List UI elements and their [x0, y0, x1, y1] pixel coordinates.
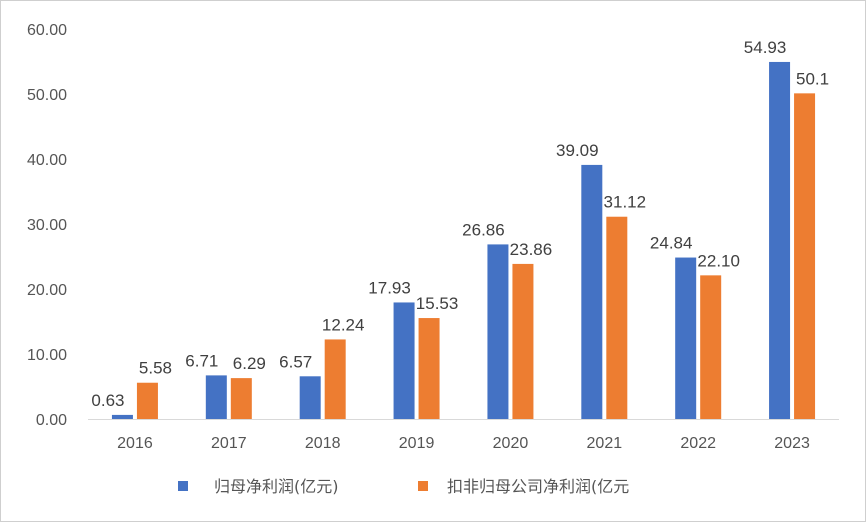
legend-swatch-series-2	[418, 481, 428, 491]
legend: 归母净利润(亿元) 扣非归母公司净利润(亿元	[178, 477, 629, 496]
y-tick-label: 10.00	[27, 347, 67, 364]
y-tick-label: 50.00	[27, 87, 67, 104]
x-tick-label: 2023	[774, 435, 810, 452]
bar-series-1-2019	[393, 302, 415, 419]
data-label-series-1-2021: 39.09	[556, 141, 599, 160]
data-label-series-2-2020: 23.86	[510, 240, 553, 259]
bar-series-2-2016	[136, 382, 158, 419]
bar-series-2-2019	[418, 318, 440, 419]
data-label-series-1-2022: 24.84	[650, 234, 693, 253]
legend-label-series-1: 归母净利润(亿元)	[214, 477, 339, 496]
data-label-series-1-2018: 6.57	[279, 352, 312, 371]
data-label-series-2-2016: 5.58	[139, 359, 172, 378]
bar-series-2-2017	[230, 378, 252, 419]
y-tick-label: 60.00	[27, 22, 67, 39]
bars	[111, 61, 816, 420]
data-label-series-2-2023: 50.1	[796, 69, 829, 88]
y-tick-label: 0.00	[36, 412, 67, 429]
x-tick-label: 2016	[117, 435, 153, 452]
data-label-series-2-2022: 22.10	[697, 251, 740, 270]
x-tick-label: 2020	[493, 435, 529, 452]
data-label-series-1-2019: 17.93	[368, 278, 411, 297]
data-label-series-2-2017: 6.29	[233, 354, 266, 373]
y-tick-label: 40.00	[27, 152, 67, 169]
x-axis: 2016 2017 2018 2019 2020 2021 2022 2023	[117, 435, 810, 452]
bar-series-2-2021	[606, 216, 628, 419]
bar-series-1-2022	[675, 257, 697, 419]
bar-series-2-2018	[324, 339, 346, 419]
y-axis: 0.00 10.00 20.00 30.00 40.00 50.00 60.00	[27, 22, 67, 429]
legend-swatch-series-1	[178, 481, 188, 491]
bar-series-2-2023	[794, 93, 816, 419]
y-tick-label: 30.00	[27, 217, 67, 234]
bar-series-2-2022	[700, 275, 722, 419]
x-tick-label: 2019	[399, 435, 435, 452]
x-tick-label: 2017	[211, 435, 247, 452]
data-label-series-2-2018: 12.24	[322, 315, 365, 334]
data-labels: 0.63 6.71 6.57 17.93 26.86 39.09 24.84 54.93 5.5…	[91, 38, 829, 410]
bar-series-1-2021	[581, 164, 603, 419]
data-label-series-1-2020: 26.86	[462, 220, 505, 239]
bar-series-1-2017	[205, 375, 227, 419]
data-label-series-1-2017: 6.71	[185, 351, 218, 370]
bar-series-1-2018	[299, 376, 321, 419]
bar-series-1-2016	[111, 414, 133, 419]
data-label-series-1-2016: 0.63	[91, 391, 124, 410]
y-tick-label: 20.00	[27, 282, 67, 299]
legend-label-series-2: 扣非归母公司净利润(亿元	[447, 477, 629, 496]
x-tick-label: 2021	[587, 435, 623, 452]
bar-series-1-2020	[487, 244, 509, 419]
data-label-series-1-2023: 54.93	[744, 38, 787, 57]
bar-series-1-2023	[769, 61, 791, 420]
data-label-series-2-2019: 15.53	[416, 294, 459, 313]
bar-series-2-2020	[512, 263, 534, 419]
x-tick-label: 2018	[305, 435, 341, 452]
x-tick-label: 2022	[680, 435, 716, 452]
data-label-series-2-2021: 31.12	[604, 193, 647, 212]
